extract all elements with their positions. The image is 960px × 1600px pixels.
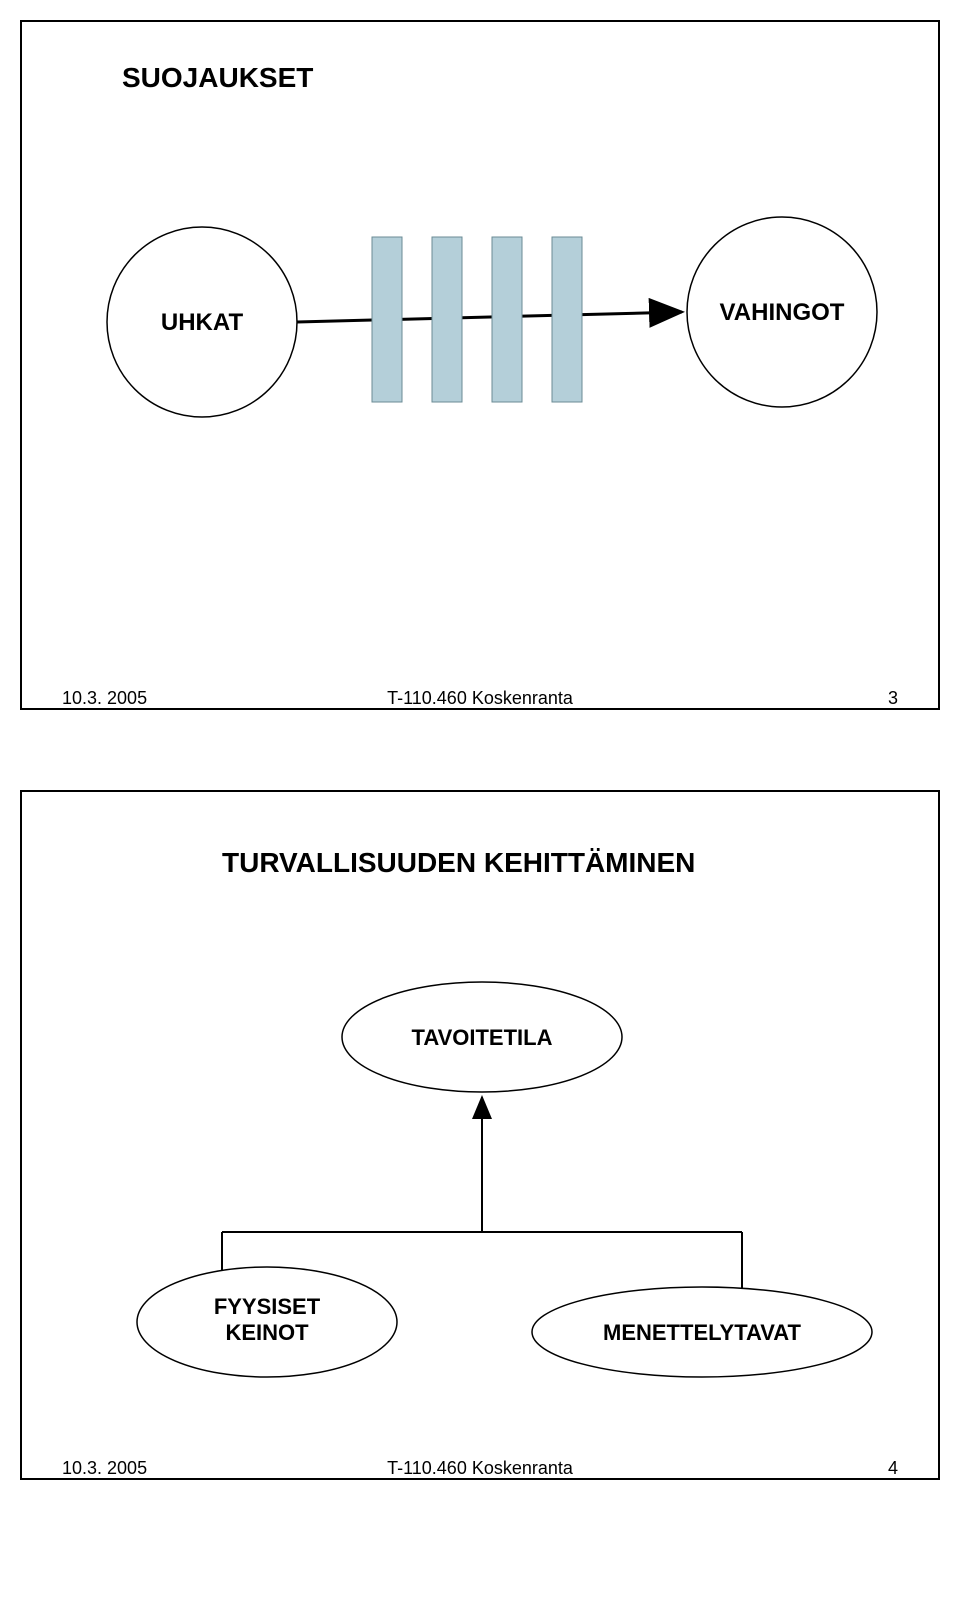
footer-course: T-110.460 Koskenranta — [387, 688, 573, 709]
footer-date: 10.3. 2005 — [62, 1458, 147, 1479]
footer-page: 3 — [888, 688, 898, 709]
footer-page: 4 — [888, 1458, 898, 1479]
bottom-left-ellipse-label2: KEINOT — [225, 1320, 309, 1345]
slide2-diagram: TAVOITETILA FYYSISET KEINOT MENETTELYTAV… — [22, 792, 942, 1482]
arrow-line — [297, 312, 682, 322]
bar-4 — [552, 237, 582, 402]
bar-3 — [492, 237, 522, 402]
top-ellipse-label: TAVOITETILA — [412, 1025, 553, 1050]
bar-1 — [372, 237, 402, 402]
footer-date: 10.3. 2005 — [62, 688, 147, 709]
bar-2 — [432, 237, 462, 402]
footer-course: T-110.460 Koskenranta — [387, 1458, 573, 1479]
bottom-left-ellipse-label1: FYYSISET — [214, 1294, 321, 1319]
left-circle-label: UHKAT — [161, 309, 244, 336]
slide-2: TURVALLISUUDEN KEHITTÄMINEN TAVOITETILA … — [20, 790, 940, 1480]
bottom-right-ellipse-label: MENETTELYTAVAT — [603, 1320, 802, 1345]
right-circle-label: VAHINGOT — [720, 299, 845, 326]
slide-1: SUOJAUKSET UHKAT VAHINGOT 10.3. 2005 T-1… — [20, 20, 940, 710]
slide1-diagram: UHKAT VAHINGOT — [22, 22, 942, 712]
